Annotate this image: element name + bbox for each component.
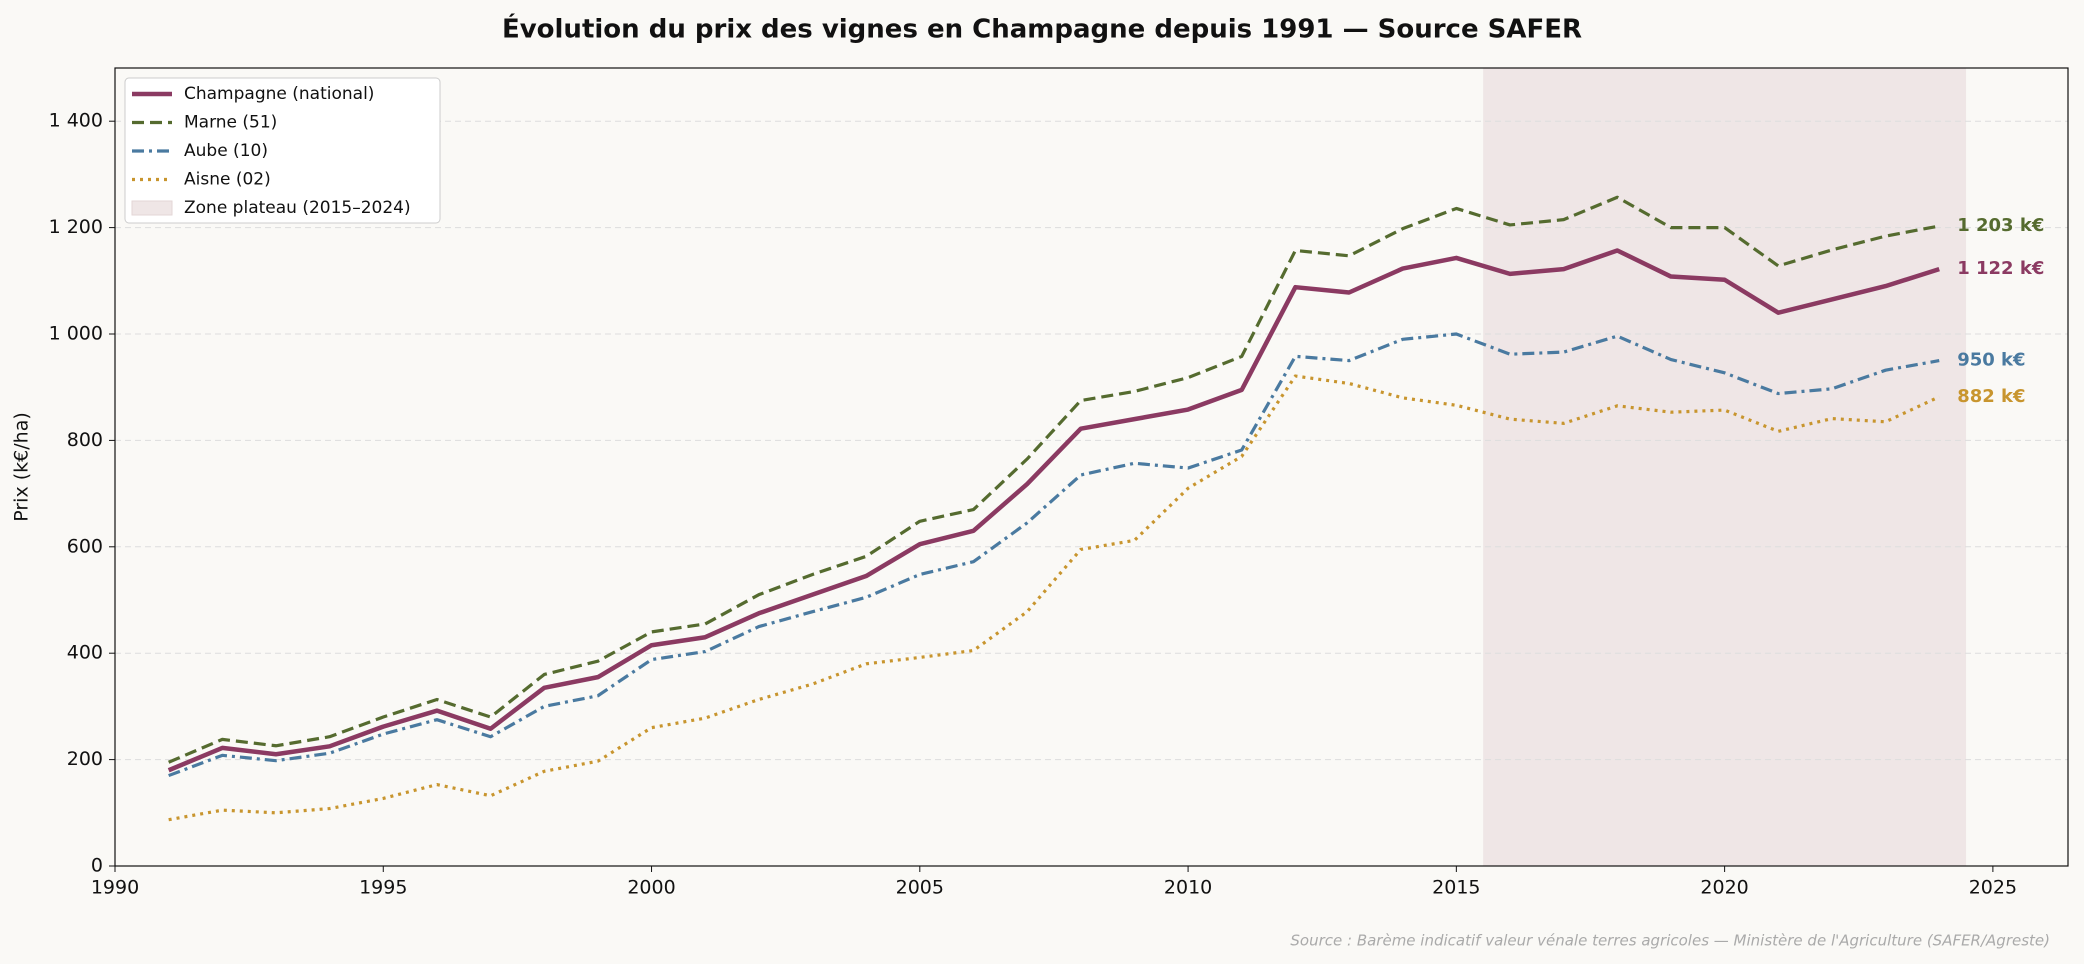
y-tick-label: 1 200 [49,216,103,238]
y-tick-label: 400 [67,642,103,664]
x-tick-label: 2005 [896,877,944,899]
y-tick-label: 600 [67,535,103,557]
series-line [167,248,1940,773]
end-label: 882 k€ [1957,386,2025,407]
y-tick-label: 0 [91,855,103,877]
end-label: 950 k€ [1957,350,2025,371]
series-line [168,195,1940,764]
y-tick-label: 1 000 [49,323,103,345]
chart-title: Évolution du prix des vignes en Champagn… [502,13,1582,45]
legend-label: Champagne (national) [184,84,374,104]
x-tick-label: 1995 [359,877,407,899]
end-label: 1 203 k€ [1957,215,2044,236]
source-note: Source : Barème indicatif valeur vénale … [1290,932,2050,950]
legend-label: Marne (51) [184,113,277,133]
y-tick-label: 200 [67,748,103,770]
legend-label: Aisne (02) [184,170,271,190]
plot-frame [114,67,2069,867]
series-line [168,332,1940,778]
legend-box [124,77,441,224]
legend-swatch [131,200,173,216]
x-tick-label: 2010 [1164,877,1212,899]
x-tick-label: 2025 [1969,877,2017,899]
y-axis-label: Prix (k€/ha) [11,412,33,522]
legend-label: Aube (10) [184,141,268,161]
x-tick-label: 2015 [1432,877,1480,899]
legend-label: Zone plateau (2015–2024) [184,198,411,218]
x-tick-label: 1990 [91,877,139,899]
x-tick-label: 2020 [1700,877,1748,899]
y-tick-label: 1 400 [49,110,103,132]
x-tick-label: 2000 [627,877,675,899]
legend: Champagne (national) Marne (51) Aube (10) A… [124,77,441,224]
end-label: 1 122 k€ [1957,258,2044,279]
y-tick-label: 800 [67,429,103,451]
plateau-zone [1483,68,1967,866]
